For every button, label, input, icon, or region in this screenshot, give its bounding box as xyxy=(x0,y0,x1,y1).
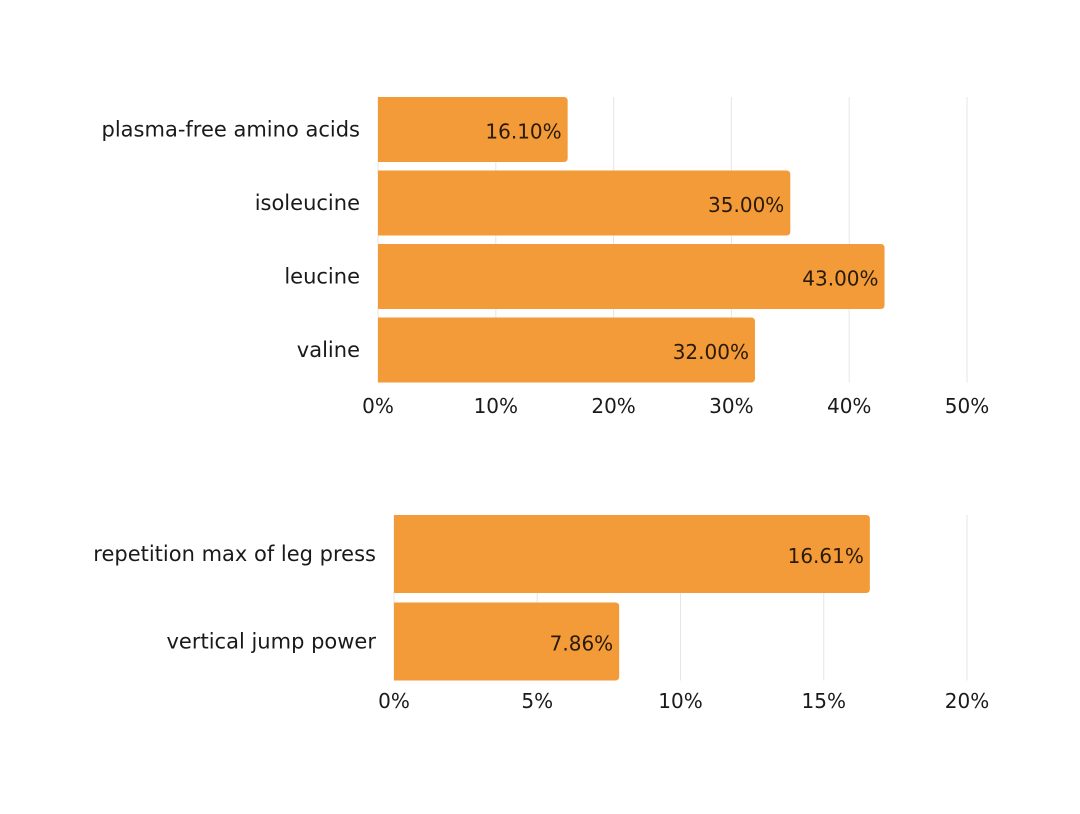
x-tick-label: 0% xyxy=(362,394,394,418)
bar xyxy=(378,170,791,236)
data-label: 35.00% xyxy=(708,193,784,217)
bar xyxy=(378,317,755,383)
x-tick-label: 20% xyxy=(945,689,989,713)
bar xyxy=(378,244,885,309)
category-label: vertical jump power xyxy=(167,630,377,654)
data-label: 43.00% xyxy=(802,267,878,291)
category-label: isoleucine xyxy=(255,191,360,215)
x-tick-label: 0% xyxy=(378,689,410,713)
x-tick-label: 50% xyxy=(945,394,989,418)
x-tick-label: 10% xyxy=(474,394,518,418)
x-tick-label: 5% xyxy=(521,689,553,713)
data-label: 16.61% xyxy=(788,544,864,568)
bar xyxy=(394,602,620,681)
x-tick-label: 10% xyxy=(658,689,702,713)
x-tick-label: 30% xyxy=(709,394,753,418)
category-label: valine xyxy=(297,338,360,362)
category-label: leucine xyxy=(284,265,360,289)
performance-bar-chart: repetition max of leg press 16.61% vertica… xyxy=(93,515,989,713)
x-tick-label: 40% xyxy=(827,394,871,418)
amino-acid-bar-chart: plasma-free amino acids 16.10% isoleucine 3… xyxy=(102,97,989,418)
data-label: 16.10% xyxy=(485,120,561,144)
data-label: 32.00% xyxy=(673,340,749,364)
data-label: 7.86% xyxy=(550,632,614,656)
x-tick-label: 20% xyxy=(591,394,635,418)
x-tick-label: 15% xyxy=(802,689,846,713)
bar xyxy=(394,515,870,593)
bar xyxy=(378,97,568,162)
category-label: plasma-free amino acids xyxy=(102,118,360,142)
category-label: repetition max of leg press xyxy=(93,542,376,566)
